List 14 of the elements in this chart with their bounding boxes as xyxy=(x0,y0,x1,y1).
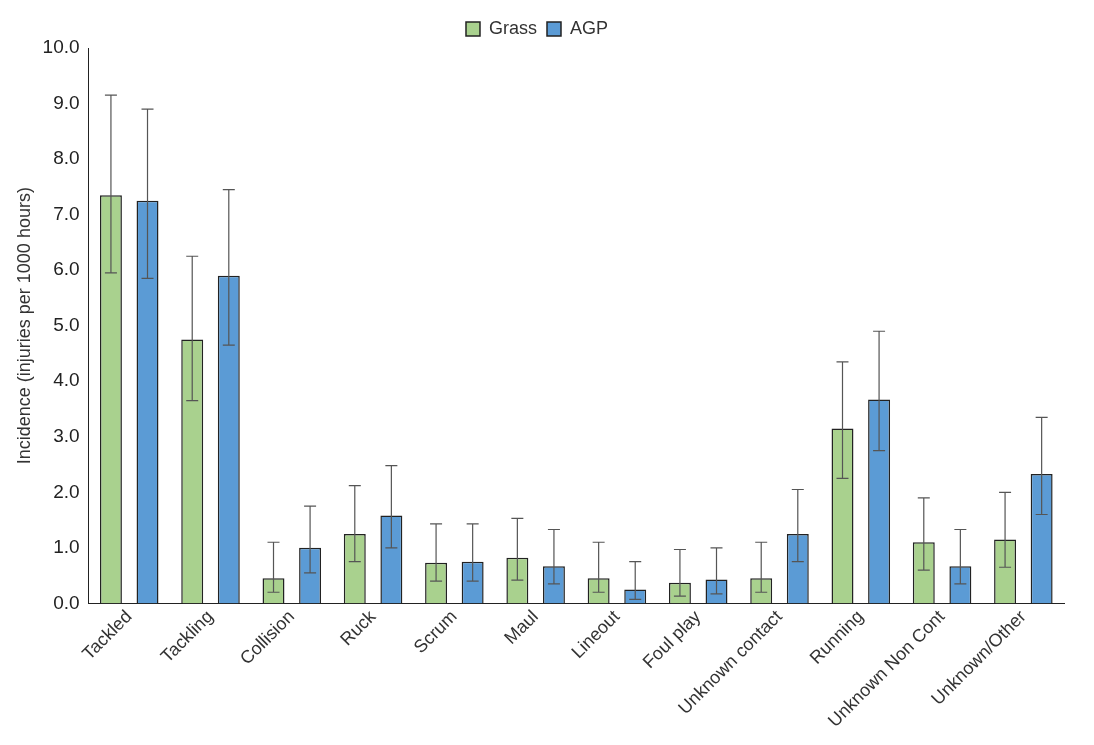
legend-label: Grass xyxy=(488,17,538,38)
legend-label: AGP xyxy=(570,17,609,38)
y-tick-label: 5.0 xyxy=(53,313,80,335)
y-tick-label: 1.0 xyxy=(53,536,80,558)
y-tick-label: 7.0 xyxy=(53,202,80,224)
y-tick-label: 10.0 xyxy=(42,36,80,58)
y-tick-label: 3.0 xyxy=(53,424,80,446)
y-tick-label: 9.0 xyxy=(53,91,80,113)
y-tick-label: 6.0 xyxy=(53,258,80,280)
y-tick-label: 2.0 xyxy=(53,480,80,502)
y-axis-title: Incidence (injuries per 1000 hours) xyxy=(13,187,34,465)
y-tick-label: 4.0 xyxy=(53,369,80,391)
y-tick-label: 0.0 xyxy=(53,591,80,613)
y-tick-label: 8.0 xyxy=(53,147,80,169)
